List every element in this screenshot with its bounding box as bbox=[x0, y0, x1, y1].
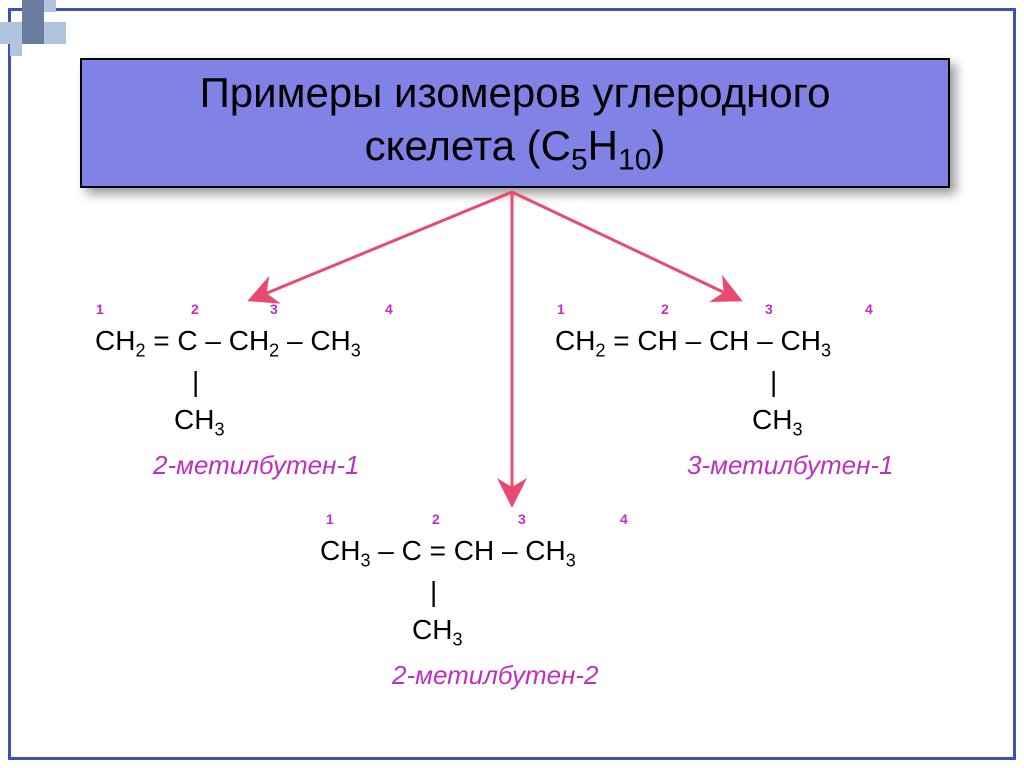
formula-ch3: СН3 bbox=[95, 401, 361, 442]
title-line2-prefix: скелета (С bbox=[365, 122, 571, 169]
title-box: Примеры изомеров углеродного скелета (С5… bbox=[80, 58, 950, 188]
compound-name: 3-метилбутен-1 bbox=[555, 448, 894, 483]
formula-ch3: СН3 bbox=[555, 401, 894, 442]
formula-bottom: 1234 СН3 – С = СН – СН3 | СН3 2-метилбут… bbox=[320, 510, 599, 693]
formula-line1: СН2 = СН – СН – СН3 bbox=[555, 322, 894, 363]
formula-vbar: | bbox=[320, 573, 599, 611]
title-line2-suffix: ) bbox=[651, 122, 665, 169]
title-sub1: 5 bbox=[571, 143, 588, 176]
compound-name: 2-метилбутен-1 bbox=[95, 448, 361, 483]
formula-vbar: | bbox=[95, 363, 361, 401]
carbon-numbers: 1234 bbox=[555, 300, 894, 322]
title-line2-mid: Н bbox=[588, 122, 618, 169]
carbon-numbers: 1234 bbox=[95, 300, 361, 322]
formula-left: 1234 СН2 = С – СН2 – СН3 | СН3 2-метилбу… bbox=[95, 300, 361, 483]
compound-name: 2-метилбутен-2 bbox=[320, 658, 599, 693]
formula-line1: СН3 – С = СН – СН3 bbox=[320, 532, 599, 573]
carbon-numbers: 1234 bbox=[320, 510, 599, 532]
title-line1: Примеры изомеров углеродного bbox=[200, 69, 831, 116]
title-text: Примеры изомеров углеродного скелета (С5… bbox=[200, 67, 831, 178]
formula-ch3: СН3 bbox=[320, 611, 599, 652]
formula-line1: СН2 = С – СН2 – СН3 bbox=[95, 322, 361, 363]
formula-right: 1234 СН2 = СН – СН – СН3 | СН3 3-метилбу… bbox=[555, 300, 894, 483]
formula-vbar: | bbox=[555, 363, 894, 401]
title-sub2: 10 bbox=[618, 143, 651, 176]
corner-decoration bbox=[0, 0, 80, 60]
